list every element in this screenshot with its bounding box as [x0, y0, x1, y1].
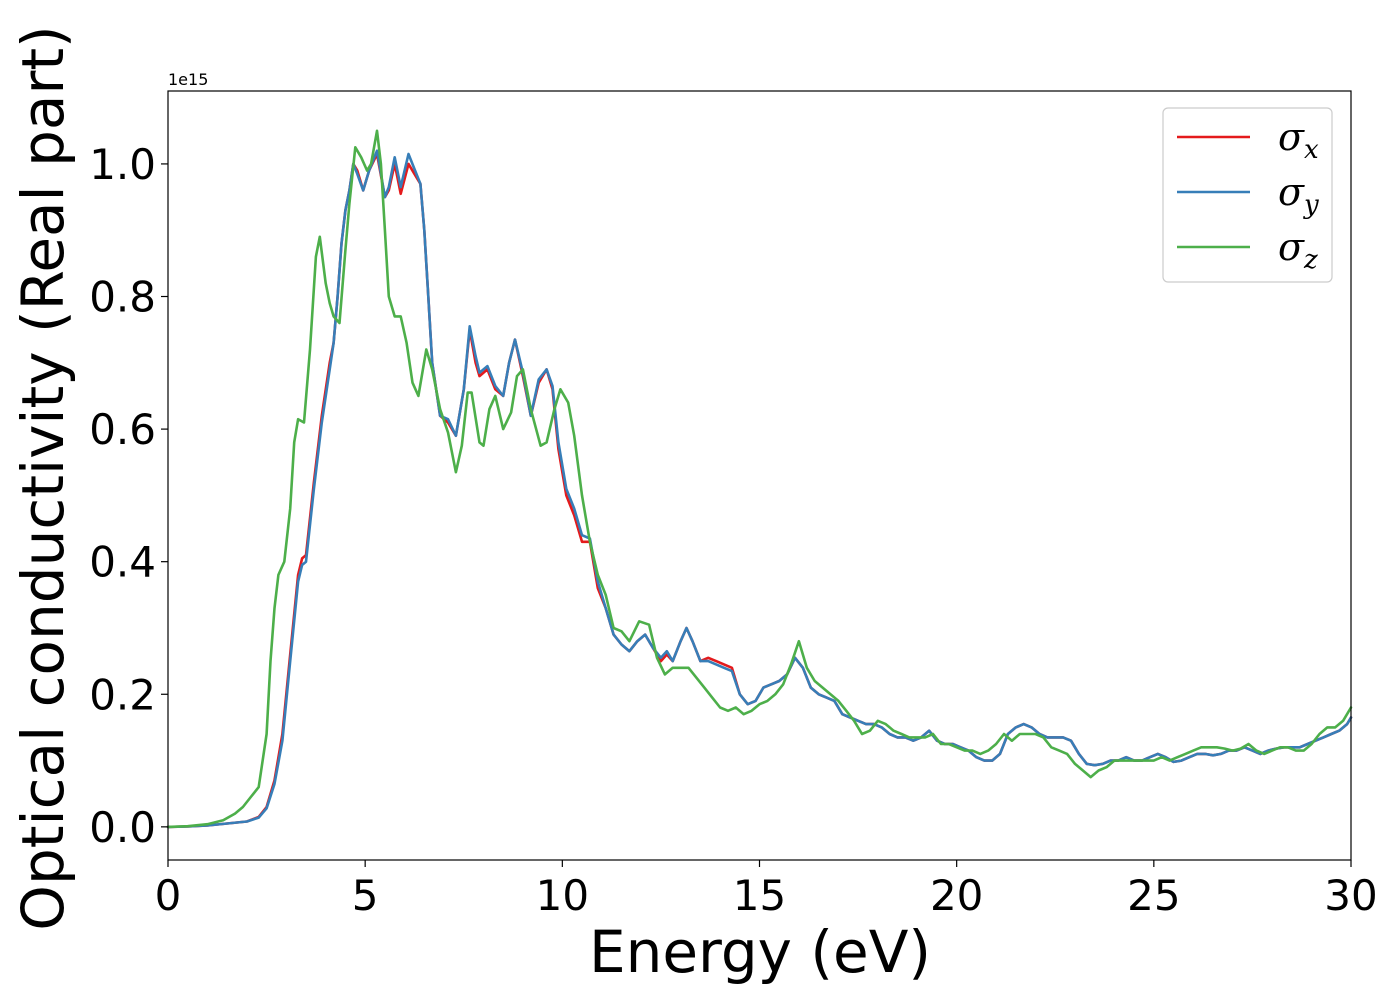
y-axis-ticks: 0.0 0.2 0.4 0.6 0.8 1.0: [89, 140, 168, 852]
legend-box: [1162, 107, 1333, 283]
y-axis-label: Optical conductivity (Real part): [9, 25, 77, 930]
legend-symbol: σ: [1278, 225, 1305, 269]
y-tick-label: 0.8: [89, 273, 156, 322]
x-tick-label: 30: [1324, 871, 1377, 920]
legend-subscript: y: [1303, 190, 1319, 220]
series-layer: [166, 129, 1353, 829]
y-tick-label: 0.6: [89, 405, 156, 454]
legend-symbol: σ: [1278, 170, 1305, 214]
y-tick-label: 0.4: [89, 538, 156, 587]
series-line-z: [166, 129, 1353, 829]
y-tick-label: 1.0: [89, 140, 156, 189]
y-tick-label: 0.0: [89, 803, 156, 852]
legend-label-y: σy: [1278, 170, 1319, 220]
legend-subscript: x: [1304, 135, 1319, 165]
x-tick-label: 5: [352, 871, 379, 920]
y-tick-label: 0.2: [89, 670, 156, 719]
x-axis-label: Energy (eV): [589, 918, 931, 986]
x-tick-label: 10: [536, 871, 589, 920]
legend-label-x: σx: [1278, 115, 1319, 165]
x-tick-label: 15: [733, 871, 786, 920]
x-tick-label: 25: [1127, 871, 1180, 920]
legend-symbol: σ: [1278, 115, 1305, 159]
y-offset-label: 1e15: [168, 70, 208, 89]
legend-subscript: z: [1303, 245, 1318, 275]
legend-label-z: σz: [1278, 225, 1318, 275]
x-tick-label: 0: [155, 871, 182, 920]
x-tick-label: 20: [930, 871, 983, 920]
x-axis-ticks: 0 5 10 15 20 25 30: [155, 860, 1378, 920]
